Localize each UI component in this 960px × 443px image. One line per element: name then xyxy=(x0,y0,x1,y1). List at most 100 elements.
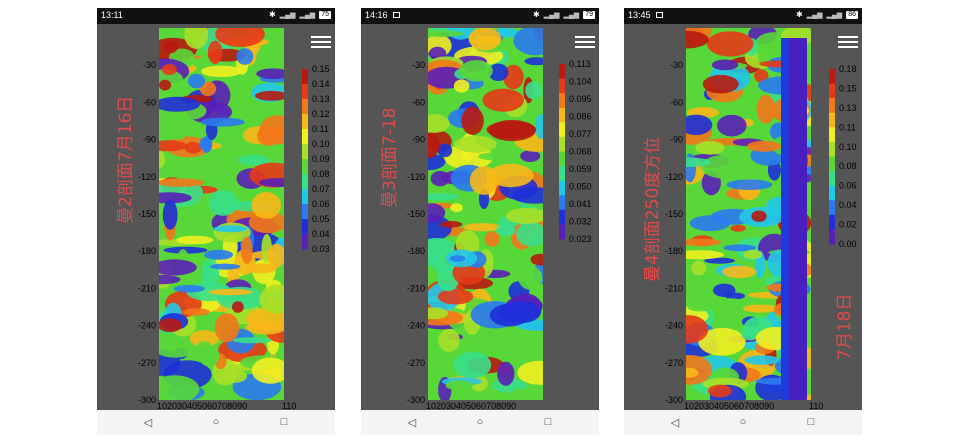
contour-blob xyxy=(450,203,463,213)
y-tick-label: -180 xyxy=(407,246,425,256)
contour-blob xyxy=(686,250,724,260)
app-content[interactable]: 曼2剖面7月16日 -30 -60 -90 -120 -150 -180 -210 -240-… xyxy=(97,24,335,410)
y-tick-label: -150 xyxy=(665,209,683,219)
contour-blob xyxy=(159,140,188,152)
contour-plot[interactable]: -30 -60 -90 -120 -150 -180 -210 -240 -270 -300102… xyxy=(361,24,599,410)
y-tick-label: -150 xyxy=(407,209,425,219)
contour-blob xyxy=(236,48,254,65)
colorbar-segment xyxy=(559,166,565,182)
contour-blob xyxy=(187,73,206,89)
colorbar-label: 0.03 xyxy=(312,244,330,254)
contour-blob xyxy=(712,283,736,297)
contour-blob xyxy=(711,59,739,71)
phone-screen-1: 13:11 ✱ ▂▄▆ ▂▄▆ 75 曼2剖面7月16日 -30 -60 -90 -1… xyxy=(97,8,335,435)
colorbar-label: 0.18 xyxy=(839,64,857,74)
contour-blob xyxy=(428,132,440,159)
colorbar-segment xyxy=(829,141,835,157)
nav-bar: ◁ ○ □ xyxy=(97,410,335,435)
back-button[interactable]: ◁ xyxy=(143,416,153,429)
contour-fields xyxy=(686,28,811,400)
battery-icon: 86 xyxy=(846,10,858,19)
contour-blob xyxy=(159,79,171,91)
signal-icon-2: ▂▄▆ xyxy=(826,11,843,19)
colorbar-label: 0.04 xyxy=(839,200,857,210)
recents-button[interactable]: □ xyxy=(544,416,552,428)
recents-button[interactable]: □ xyxy=(280,416,288,428)
colorbar-label: 0.06 xyxy=(312,199,330,209)
colorbar-segment xyxy=(302,84,308,100)
contour-blob xyxy=(469,166,499,195)
y-tick-label: -30 xyxy=(412,60,425,70)
contour-blob xyxy=(517,360,543,385)
y-tick-label: -240 xyxy=(138,321,156,331)
contour-blob xyxy=(461,106,484,135)
contour-blob xyxy=(159,375,200,400)
colorbar-segment xyxy=(559,64,565,80)
contour-blob xyxy=(742,304,778,313)
colorbar-segment xyxy=(559,180,565,196)
signal-icon: ▂▄▆ xyxy=(806,11,823,19)
menu-icon[interactable] xyxy=(838,36,858,50)
contour-blob xyxy=(428,114,450,133)
home-button[interactable]: ○ xyxy=(739,416,747,428)
contour-blob xyxy=(428,192,460,201)
contour-blob xyxy=(488,63,509,81)
contour-blob xyxy=(256,68,284,79)
y-tick-label: -180 xyxy=(665,246,683,256)
menu-icon[interactable] xyxy=(575,36,595,50)
contour-blob xyxy=(746,140,781,152)
battery-icon: 79 xyxy=(583,10,595,19)
contour-blob xyxy=(459,60,493,82)
colorbar-label: 0.13 xyxy=(312,94,330,104)
contour-blob xyxy=(184,141,202,154)
colorbar-segment xyxy=(302,144,308,160)
contour-plot[interactable]: -30 -60 -90 -120 -150 -180 -210 -240 -270 -300102… xyxy=(624,24,862,410)
app-content[interactable]: 曼4剖面250度方位 7月18日 -30 -60 -90 -120 -150 -180 -2… xyxy=(624,24,862,410)
home-button[interactable]: ○ xyxy=(476,416,484,428)
x-tick-label-last: 110 xyxy=(809,401,823,410)
contour-blob xyxy=(267,243,284,268)
contour-blob xyxy=(428,30,464,37)
y-tick-label: -60 xyxy=(412,97,425,107)
x-tick-labels: 102030405060708090 xyxy=(684,401,774,410)
colorbar-segment xyxy=(559,122,565,138)
colorbar-segment xyxy=(302,204,308,220)
y-tick-label: -300 xyxy=(665,395,683,405)
app-content[interactable]: 曼3剖面7-18 -30 -60 -90 -120 -150 -180 -210 -240 -2… xyxy=(361,24,599,410)
contour-blob xyxy=(438,328,460,352)
contour-blob xyxy=(204,249,234,260)
colorbar-segment xyxy=(829,83,835,99)
bluetooth-icon: ✱ xyxy=(796,10,803,19)
colorbar-label: 0.12 xyxy=(312,109,330,119)
recents-button[interactable]: □ xyxy=(807,416,815,428)
contour-blob xyxy=(199,81,217,97)
contour-blob xyxy=(730,224,746,232)
colorbar-segment xyxy=(829,200,835,216)
contour-blob xyxy=(161,64,177,75)
contour-blob xyxy=(686,367,699,378)
colorbar-label: 0.14 xyxy=(312,79,330,89)
contour-blob xyxy=(159,318,183,333)
contour-blob xyxy=(686,238,722,247)
home-button[interactable]: ○ xyxy=(212,416,220,428)
colorbar-label: 0.086 xyxy=(569,112,592,122)
contour-blob xyxy=(518,266,543,290)
contour-plot[interactable]: -30 -60 -90 -120 -150 -180 -210 -240 -270 -300102… xyxy=(97,24,335,410)
signal-icon: ▂▄▆ xyxy=(279,11,296,19)
menu-icon[interactable] xyxy=(311,36,331,50)
back-button[interactable]: ◁ xyxy=(670,416,680,429)
contour-blob xyxy=(209,263,241,270)
y-tick-label: -270 xyxy=(407,358,425,368)
low-value-strip-edge xyxy=(781,38,789,400)
colorbar-label: 0.059 xyxy=(569,164,592,174)
contour-blob xyxy=(534,114,543,139)
contour-blob xyxy=(695,141,725,155)
y-tick-label: -60 xyxy=(143,97,156,107)
contour-blob xyxy=(453,351,492,379)
colorbar-label: 0.05 xyxy=(312,214,330,224)
colorbar-segment xyxy=(559,93,565,109)
contour-blob xyxy=(430,170,450,187)
contour-blob xyxy=(215,28,265,47)
back-button[interactable]: ◁ xyxy=(407,416,417,429)
contour-blob xyxy=(232,301,244,313)
